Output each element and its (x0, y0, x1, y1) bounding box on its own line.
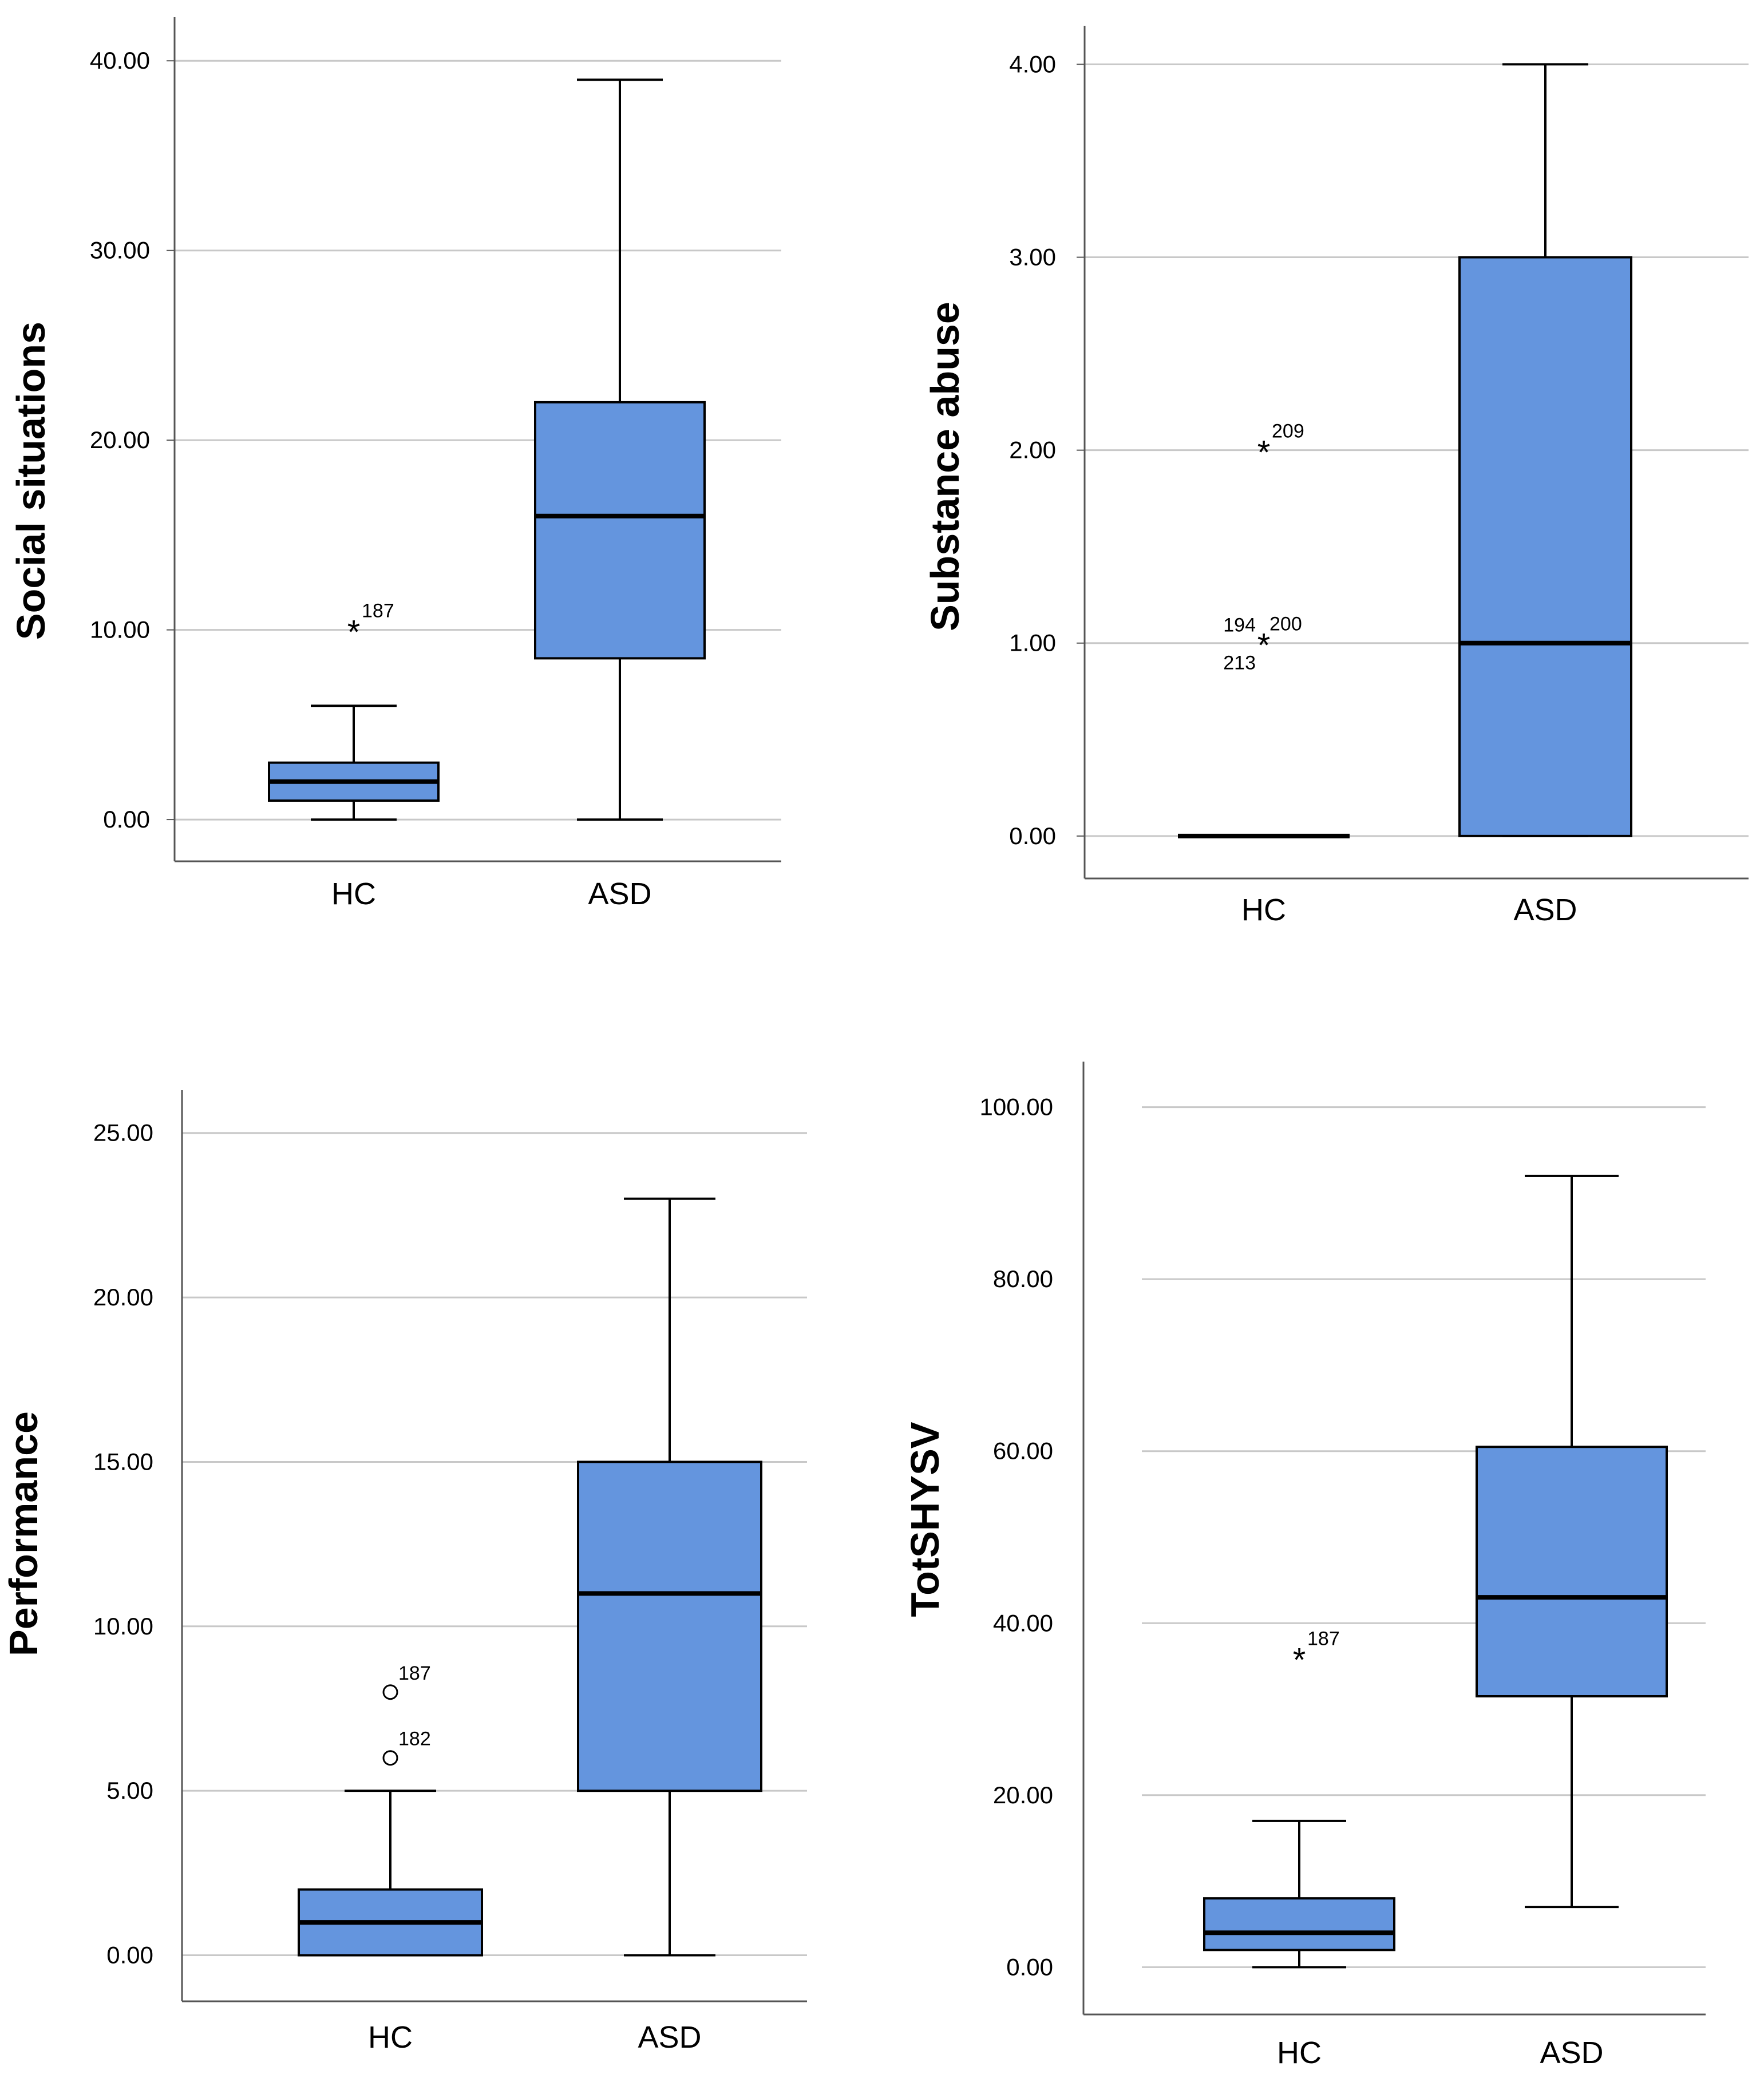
x-category-label: HC (1241, 893, 1286, 927)
box-asd (577, 1197, 762, 1957)
outlier-asterisk: * (1293, 1641, 1306, 1679)
iqr-box (1458, 256, 1632, 837)
box-hc (268, 704, 440, 821)
y-tick-label: 1.00 (1009, 630, 1056, 656)
y-tick-label: 0.00 (103, 806, 150, 833)
outlier-circle (382, 1684, 398, 1700)
x-category-label: HC (331, 877, 376, 911)
x-category-label: HC (368, 2020, 413, 2055)
y-tick-label: 20.00 (93, 1284, 153, 1311)
box-hc (298, 1790, 483, 1957)
y-axis-title: Social situations (9, 322, 53, 640)
y-axis-title: Substance abuse (923, 302, 967, 631)
box-asd (1458, 63, 1632, 837)
outlier-label: 213 (1223, 652, 1256, 674)
outlier-label: 187 (398, 1663, 431, 1684)
y-tick-label: 2.00 (1009, 437, 1056, 464)
outlier-label: 209 (1272, 421, 1304, 442)
outlier: *187 (1293, 1628, 1340, 1679)
y-tick-label: 25.00 (93, 1119, 153, 1146)
y-axis-title: Performance (1, 1411, 46, 1656)
x-category-label: ASD (1540, 2036, 1603, 2070)
outlier: *187 (347, 600, 394, 651)
iqr-box (534, 401, 706, 660)
y-axis-title: TotSHYSV (903, 1422, 947, 1617)
y-tick-label: 4.00 (1009, 50, 1056, 77)
chart-panel-4: 0.00 20.00 40.00 60.00 80.00 100.00 TotSHYSV HC… (903, 1062, 1706, 2070)
y-tick-label: 0.00 (1009, 822, 1056, 849)
outlier-label: 200 (1269, 613, 1302, 635)
y-tick-label: 5.00 (106, 1777, 153, 1804)
x-category-label: ASD (638, 2020, 701, 2055)
chart-panel-3: 0.00 5.00 10.00 15.00 20.00 25.00 Performance H… (1, 1090, 807, 2055)
y-tick-label: 10.00 (90, 616, 150, 643)
iqr-box (1203, 1897, 1395, 1952)
y-tick-label: 10.00 (93, 1613, 153, 1640)
chart-panel-1: 0.00 10.00 20.00 30.00 40.00 Social situation… (9, 17, 781, 911)
x-category-label: ASD (1513, 893, 1577, 927)
outlier-label: 187 (1307, 1628, 1340, 1649)
outlier-asterisk: * (1257, 434, 1271, 472)
outlier-circle (382, 1750, 398, 1766)
outlier: 187 (382, 1663, 431, 1700)
y-tick-label: 30.00 (90, 237, 150, 264)
y-tick-label: 20.00 (90, 426, 150, 453)
box-asd (534, 78, 706, 821)
y-tick-label: 60.00 (993, 1438, 1053, 1464)
y-tick-label: 20.00 (993, 1782, 1053, 1808)
outlier: 182 (382, 1728, 431, 1766)
x-category-label: ASD (588, 877, 651, 911)
y-tick-label: 40.00 (993, 1609, 1053, 1636)
x-category-label: HC (1277, 2036, 1322, 2070)
y-tick-label: 0.00 (1006, 1953, 1053, 1980)
y-tick-label: 100.00 (980, 1094, 1053, 1121)
outlier: *194 200 213 (1223, 613, 1302, 674)
y-tick-label: 0.00 (106, 1942, 153, 1969)
outlier: *209 (1257, 421, 1304, 472)
y-tick-label: 80.00 (993, 1265, 1053, 1292)
chart-panel-2: 0.00 1.00 2.00 3.00 4.00 Substance abuse HC ASD… (923, 26, 1749, 927)
y-tick-label: 3.00 (1009, 244, 1056, 271)
outlier-asterisk: * (1257, 627, 1271, 664)
y-tick-label: 15.00 (93, 1448, 153, 1475)
outlier-label: 182 (398, 1728, 431, 1750)
box-hc (1203, 1819, 1395, 1969)
outlier-label: 187 (362, 600, 394, 622)
iqr-box (1476, 1446, 1668, 1697)
y-tick-label: 40.00 (90, 47, 150, 74)
outlier-asterisk: * (347, 614, 361, 651)
outlier-label: 194 (1223, 615, 1256, 636)
box-asd (1476, 1174, 1668, 1909)
iqr-box (577, 1460, 762, 1792)
